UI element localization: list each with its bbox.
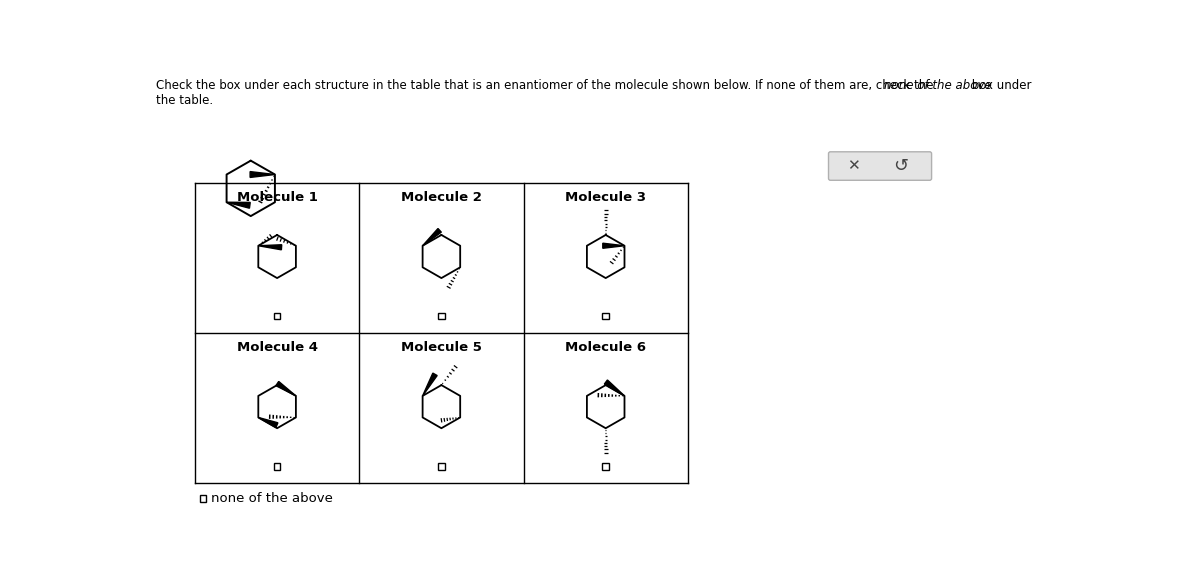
Bar — [602, 313, 608, 319]
Polygon shape — [422, 373, 437, 396]
Text: the table.: the table. — [156, 93, 214, 106]
Text: ↺: ↺ — [893, 157, 907, 175]
Text: Molecule 2: Molecule 2 — [401, 191, 482, 203]
Bar — [274, 313, 281, 319]
Text: Molecule 1: Molecule 1 — [236, 191, 318, 203]
Text: Molecule 6: Molecule 6 — [565, 341, 647, 354]
Bar — [274, 463, 281, 470]
Polygon shape — [276, 382, 296, 396]
Text: none of the above: none of the above — [883, 79, 991, 92]
Text: none of the above: none of the above — [211, 492, 334, 505]
Text: Molecule 4: Molecule 4 — [236, 341, 318, 354]
Polygon shape — [258, 417, 278, 427]
Text: Molecule 5: Molecule 5 — [401, 341, 482, 354]
Polygon shape — [422, 229, 442, 246]
Polygon shape — [602, 243, 624, 248]
Polygon shape — [227, 202, 251, 208]
Text: ✕: ✕ — [847, 159, 860, 173]
Text: Check the box under each structure in the table that is an enantiomer of the mol: Check the box under each structure in th… — [156, 79, 937, 92]
Bar — [438, 463, 445, 470]
FancyBboxPatch shape — [828, 152, 931, 181]
Bar — [602, 463, 608, 470]
Polygon shape — [258, 245, 282, 250]
Text: Molecule 3: Molecule 3 — [565, 191, 647, 203]
Bar — [438, 313, 445, 319]
Polygon shape — [250, 172, 275, 178]
Text: box under: box under — [967, 79, 1031, 92]
Polygon shape — [605, 380, 624, 396]
Bar — [199, 496, 206, 502]
